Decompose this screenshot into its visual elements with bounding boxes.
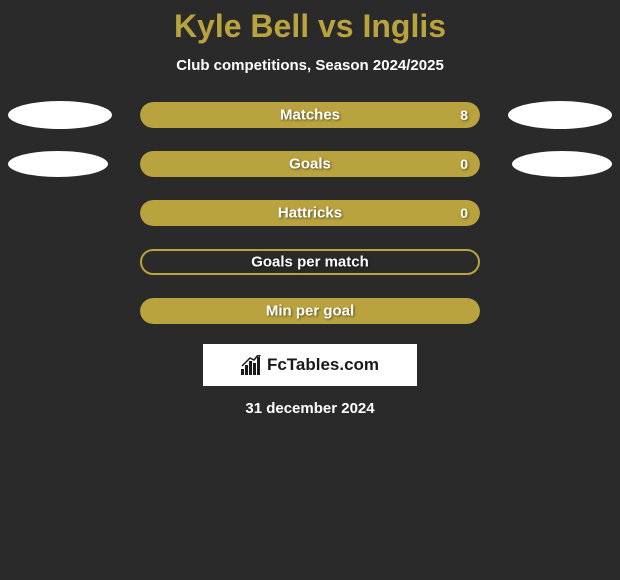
player-ellipse-right (512, 151, 612, 177)
stat-value: 0 (460, 156, 468, 172)
stat-row: Matches8 (0, 102, 620, 128)
chart-icon (241, 355, 263, 375)
date-text: 31 december 2024 (245, 400, 374, 417)
stat-row: Goals per match (0, 249, 620, 275)
stat-bar: Goals0 (140, 151, 480, 177)
page-title: Kyle Bell vs Inglis (174, 8, 446, 45)
stat-label: Min per goal (140, 303, 480, 320)
player-ellipse-right (508, 101, 612, 129)
stat-row: Hattricks0 (0, 200, 620, 226)
logo-box: FcTables.com (203, 344, 417, 386)
stat-bar: Hattricks0 (140, 200, 480, 226)
logo-text: FcTables.com (267, 355, 379, 375)
page-subtitle: Club competitions, Season 2024/2025 (176, 57, 444, 74)
stat-row: Min per goal (0, 298, 620, 324)
main-container: Kyle Bell vs Inglis Club competitions, S… (0, 0, 620, 417)
stats-area: Matches8Goals0Hattricks0Goals per matchM… (0, 102, 620, 324)
stat-label: Hattricks (140, 205, 480, 222)
stat-row: Goals0 (0, 151, 620, 177)
stat-bar: Min per goal (140, 298, 480, 324)
player-ellipse-left (8, 101, 112, 129)
stat-label: Goals (140, 156, 480, 173)
stat-label: Matches (140, 107, 480, 124)
stat-value: 0 (460, 205, 468, 221)
stat-bar: Matches8 (140, 102, 480, 128)
logo-content: FcTables.com (241, 355, 379, 375)
stat-label: Goals per match (142, 254, 478, 271)
player-ellipse-left (8, 151, 108, 177)
stat-value: 8 (460, 107, 468, 123)
stat-bar: Goals per match (140, 249, 480, 275)
